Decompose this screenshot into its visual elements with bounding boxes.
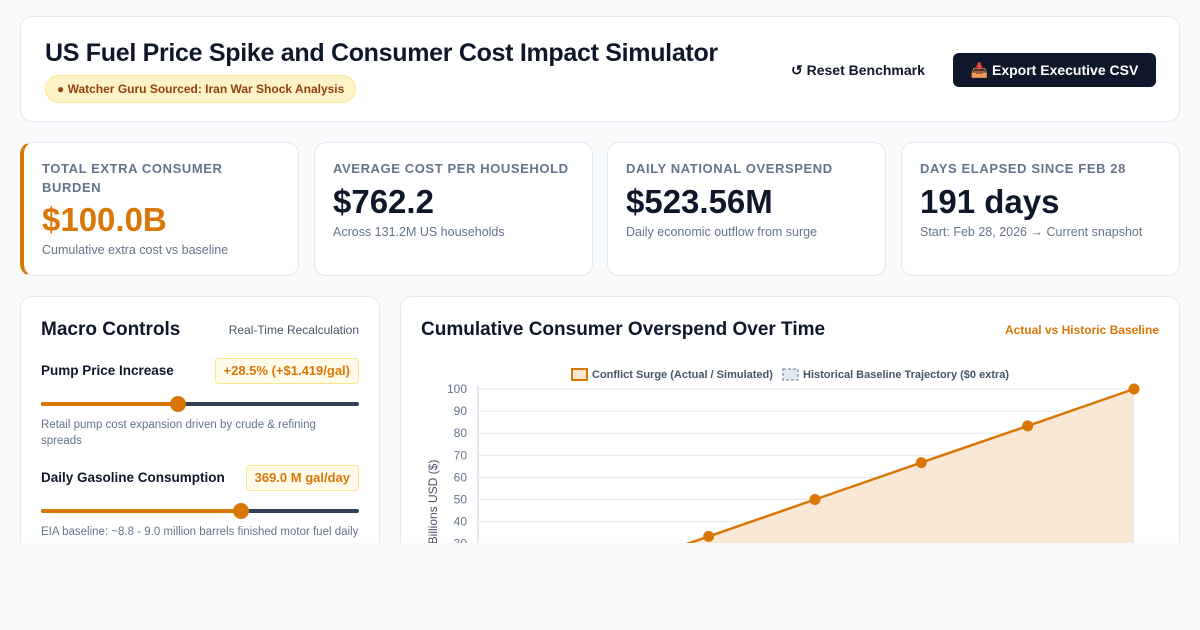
kpi-subtext: Start: Feb 28, 2026 → Current snapshot bbox=[920, 225, 1143, 239]
y-tick-label: 50 bbox=[454, 493, 468, 507]
chart-title: Cumulative Consumer Overspend Over Time bbox=[421, 319, 826, 340]
y-axis-label: Billions USD ($) bbox=[426, 460, 440, 543]
slider-thumb[interactable] bbox=[169, 396, 186, 412]
pump-price-label: Pump Price Increase bbox=[41, 363, 174, 378]
kpi-household-cost: AVERAGE COST PER HOUSEHOLD $762.2 Across… bbox=[314, 142, 593, 276]
legend-swatch-surge bbox=[571, 368, 588, 381]
surge-point bbox=[809, 494, 821, 505]
legend-label-baseline: Historical Baseline Trajectory ($0 extra… bbox=[803, 369, 1009, 381]
kpi-total-burden: TOTAL EXTRA CONSUMER BURDEN $100.0B Cumu… bbox=[20, 142, 299, 276]
slider-fill bbox=[41, 509, 242, 513]
kpi-value: $523.56M bbox=[626, 183, 773, 220]
y-tick-label: 60 bbox=[454, 470, 468, 484]
slider-fill bbox=[41, 402, 178, 406]
surge-point bbox=[915, 457, 927, 469]
app-viewport: US Fuel Price Spike and Consumer Cost Im… bbox=[20, 16, 1180, 543]
y-tick-label: 90 bbox=[454, 404, 468, 418]
export-csv-button[interactable]: 📥 Export Executive CSV bbox=[953, 53, 1156, 87]
realtime-label: Real-Time Recalculation bbox=[228, 323, 359, 337]
page-title: US Fuel Price Spike and Consumer Cost Im… bbox=[45, 39, 718, 67]
controls-title: Macro Controls bbox=[41, 319, 181, 340]
consumption-slider[interactable] bbox=[41, 503, 359, 519]
surge-point bbox=[703, 530, 715, 542]
kpi-days-elapsed: DAYS ELAPSED SINCE FEB 28 191 days Start… bbox=[901, 142, 1180, 276]
legend-swatch-baseline bbox=[782, 368, 799, 381]
kpi-value: 191 days bbox=[920, 183, 1060, 220]
y-tick-label: 80 bbox=[454, 426, 468, 440]
pump-price-help: Retail pump cost expansion driven by cru… bbox=[41, 419, 316, 447]
consumption-help: EIA baseline: ~8.8 - 9.0 million barrels… bbox=[41, 526, 359, 538]
reset-benchmark-button[interactable]: ↺ Reset Benchmark bbox=[781, 53, 935, 87]
kpi-subtext: Daily economic outflow from surge bbox=[626, 225, 818, 239]
kpi-label: AVERAGE COST PER HOUSEHOLD bbox=[333, 161, 569, 176]
slider-thumb[interactable] bbox=[233, 503, 250, 519]
slider-track bbox=[41, 402, 359, 406]
surge-area bbox=[689, 389, 1134, 543]
y-tick-label: 100 bbox=[447, 382, 467, 396]
y-tick-label: 30 bbox=[454, 537, 468, 543]
y-tick-label: 40 bbox=[454, 515, 468, 529]
legend-label-surge: Conflict Surge (Actual / Simulated) bbox=[592, 369, 773, 381]
y-tick-label: 70 bbox=[454, 448, 468, 462]
chart-tag: Actual vs Historic Baseline bbox=[1004, 323, 1159, 337]
kpi-value: $762.2 bbox=[333, 183, 434, 220]
kpi-label: DAILY NATIONAL OVERSPEND bbox=[626, 161, 833, 176]
pump-price-slider[interactable] bbox=[41, 396, 359, 412]
header-card: US Fuel Price Spike and Consumer Cost Im… bbox=[20, 16, 1180, 122]
kpi-label: TOTAL EXTRA CONSUMER BURDEN bbox=[42, 161, 223, 195]
surge-point bbox=[1128, 383, 1140, 395]
kpi-value: $100.0B bbox=[42, 201, 167, 238]
kpi-label: DAYS ELAPSED SINCE FEB 28 bbox=[920, 161, 1126, 176]
overspend-chart-panel: Cumulative Consumer Overspend Over Time … bbox=[400, 296, 1180, 543]
overspend-chart: Conflict Surge (Actual / Simulated) Histo… bbox=[426, 368, 1140, 543]
kpi-daily-overspend: DAILY NATIONAL OVERSPEND $523.56M Daily … bbox=[607, 142, 886, 276]
consumption-value: 369.0 M gal/day bbox=[245, 465, 359, 491]
surge-point bbox=[1022, 420, 1034, 432]
source-badge: ● Watcher Guru Sourced: Iran War Shock A… bbox=[45, 75, 357, 103]
macro-controls-panel: Macro Controls Real-Time Recalculation P… bbox=[20, 296, 380, 543]
pump-price-value: +28.5% (+$1.419/gal) bbox=[214, 358, 359, 384]
consumption-label: Daily Gasoline Consumption bbox=[41, 470, 225, 485]
kpi-subtext: Across 131.2M US households bbox=[333, 225, 505, 239]
kpi-subtext: Cumulative extra cost vs baseline bbox=[42, 243, 229, 257]
